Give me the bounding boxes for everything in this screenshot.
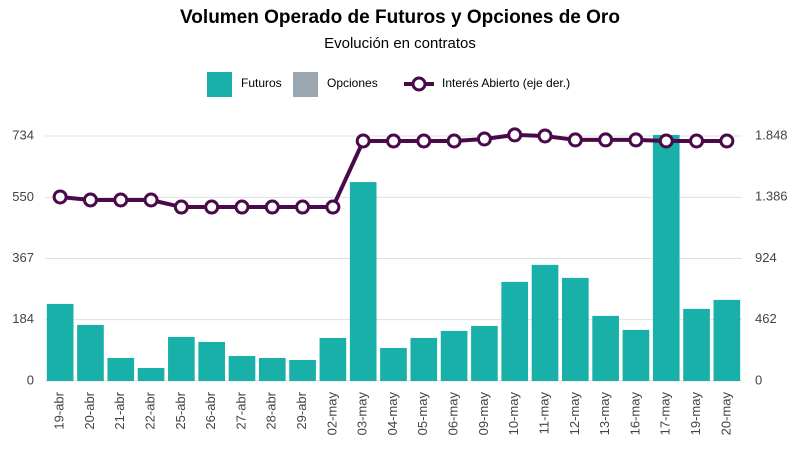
bar xyxy=(319,337,347,381)
y2-tick-label: 924 xyxy=(755,250,777,265)
bar xyxy=(471,325,498,381)
bar xyxy=(561,277,589,381)
bar xyxy=(289,359,316,381)
x-tick-label: 12-may xyxy=(567,392,582,436)
x-tick-label: 22-abr xyxy=(143,391,158,429)
bar xyxy=(228,355,256,381)
x-tick-label: 06-may xyxy=(446,392,461,436)
y2-tick-label: 462 xyxy=(755,311,777,326)
line-marker xyxy=(446,133,462,149)
line-marker xyxy=(355,133,371,149)
y2-tick-label: 0 xyxy=(755,372,762,387)
line-marker xyxy=(476,131,492,147)
y-tick-label: 734 xyxy=(12,127,34,142)
x-tick-label: 04-may xyxy=(385,392,400,436)
x-tick-label: 19-may xyxy=(688,392,703,436)
line-marker xyxy=(386,133,401,149)
legend-label: Opciones xyxy=(327,76,378,90)
x-tick-label: 03-may xyxy=(355,392,370,436)
x-tick-label: 26-abr xyxy=(203,391,218,429)
legend-label: Interés Abierto (eje der.) xyxy=(442,76,570,90)
chart-subtitle: Evolución en contratos xyxy=(324,35,476,52)
bar xyxy=(592,315,619,381)
y-tick-label: 550 xyxy=(12,189,34,204)
line-marker xyxy=(234,199,250,215)
legend-swatch xyxy=(207,72,232,97)
bar xyxy=(652,135,680,381)
line-marker xyxy=(295,199,311,215)
y-tick-label: 184 xyxy=(12,311,34,326)
line-marker xyxy=(567,132,583,148)
line-marker xyxy=(416,133,432,149)
chart-title: Volumen Operado de Futuros y Opciones de… xyxy=(180,7,620,28)
bar xyxy=(683,308,710,381)
legend-swatch xyxy=(293,72,318,97)
bar xyxy=(46,303,74,381)
line-marker xyxy=(689,133,705,149)
y-tick-label: 0 xyxy=(27,372,34,387)
x-tick-label: 20-may xyxy=(718,392,733,436)
line-marker xyxy=(719,133,735,149)
x-tick-label: 29-abr xyxy=(294,391,309,429)
line-marker xyxy=(143,192,159,208)
bar xyxy=(713,299,741,381)
line-marker xyxy=(325,199,341,215)
y2-tick-label: 1.386 xyxy=(755,189,788,204)
x-tick-label: 16-may xyxy=(627,392,642,436)
legend-marker xyxy=(411,76,427,92)
line-marker xyxy=(113,192,129,208)
y-tick-label: 367 xyxy=(12,250,34,265)
bar xyxy=(349,182,377,381)
bar xyxy=(380,347,407,381)
x-tick-label: 25-abr xyxy=(173,391,188,429)
bar xyxy=(168,336,195,381)
line-marker xyxy=(173,199,189,215)
x-tick-label: 13-may xyxy=(597,392,612,436)
bar xyxy=(410,337,438,381)
x-tick-label: 28-abr xyxy=(264,391,279,429)
line-marker xyxy=(507,127,523,143)
bar xyxy=(137,367,165,381)
line-marker xyxy=(82,192,98,208)
line-marker xyxy=(204,199,220,215)
legend-label: Futuros xyxy=(241,76,282,90)
x-tick-label: 21-abr xyxy=(112,391,127,429)
x-tick-label: 10-may xyxy=(506,392,521,436)
bar xyxy=(258,357,286,381)
bar xyxy=(531,264,559,381)
x-tick-label: 27-abr xyxy=(233,391,248,429)
line-marker xyxy=(52,189,68,205)
bar xyxy=(622,329,650,381)
x-tick-label: 17-may xyxy=(658,392,673,436)
x-tick-label: 09-may xyxy=(476,392,491,436)
line-marker xyxy=(537,128,553,144)
line-marker xyxy=(628,132,644,148)
x-tick-label: 20-abr xyxy=(82,391,97,429)
x-tick-label: 19-abr xyxy=(52,391,67,429)
bar xyxy=(440,330,468,381)
bar xyxy=(107,357,135,381)
x-tick-label: 05-may xyxy=(415,392,430,436)
x-tick-label: 11-may xyxy=(536,392,551,435)
x-tick-label: 02-may xyxy=(324,392,339,436)
line-marker xyxy=(598,132,614,148)
bar xyxy=(501,281,529,381)
line-marker xyxy=(264,199,280,215)
bar xyxy=(77,324,104,381)
line-marker xyxy=(658,133,674,149)
bar xyxy=(198,341,226,381)
y2-tick-label: 1.848 xyxy=(755,127,788,142)
